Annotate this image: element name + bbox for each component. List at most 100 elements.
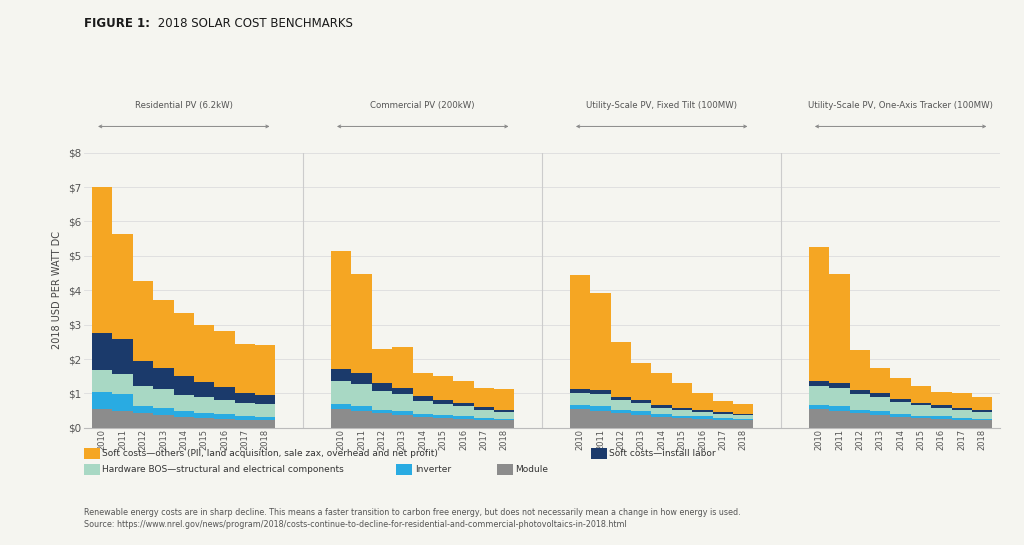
Bar <box>474 410 494 417</box>
Bar <box>733 419 754 420</box>
Bar <box>351 406 372 410</box>
Bar <box>951 410 972 418</box>
Bar <box>255 346 275 395</box>
Bar <box>713 412 733 414</box>
Bar <box>372 391 392 410</box>
Bar <box>733 404 754 414</box>
Text: Residential PV (6.2kW): Residential PV (6.2kW) <box>135 101 232 110</box>
Bar <box>234 393 255 403</box>
Bar <box>591 293 610 390</box>
Bar <box>672 416 692 418</box>
Bar <box>174 395 194 411</box>
Bar <box>651 417 672 428</box>
Bar <box>214 331 234 387</box>
Bar <box>850 394 870 410</box>
Y-axis label: 2018 USD PER WATT DC: 2018 USD PER WATT DC <box>52 231 62 349</box>
Bar <box>870 397 891 411</box>
Bar <box>591 390 610 395</box>
Text: Utility-Scale PV, One-Axis Tracker (100MW): Utility-Scale PV, One-Axis Tracker (100M… <box>808 101 993 110</box>
Bar <box>392 411 413 415</box>
Bar <box>474 417 494 420</box>
Bar <box>494 420 514 428</box>
Bar <box>972 419 992 420</box>
Bar <box>194 325 214 382</box>
Bar <box>651 405 672 408</box>
Bar <box>809 247 829 381</box>
Bar <box>494 389 514 410</box>
Bar <box>133 413 154 428</box>
Bar <box>234 344 255 393</box>
Bar <box>931 416 951 419</box>
Bar <box>154 300 174 368</box>
Bar <box>809 386 829 405</box>
Bar <box>372 383 392 391</box>
Bar <box>972 412 992 419</box>
Bar <box>454 407 474 416</box>
Bar <box>214 419 234 428</box>
Bar <box>331 409 351 428</box>
Bar <box>829 387 850 407</box>
Bar <box>631 411 651 415</box>
Bar <box>692 411 713 416</box>
Bar <box>733 414 754 415</box>
Bar <box>494 413 514 419</box>
Bar <box>610 342 631 397</box>
Text: Source: https://www.nrel.gov/news/program/2018/costs-continue-to-decline-for-res: Source: https://www.nrel.gov/news/progra… <box>84 520 627 530</box>
Bar <box>610 410 631 413</box>
Bar <box>951 418 972 420</box>
Bar <box>891 378 910 399</box>
Bar <box>931 408 951 416</box>
Bar <box>570 409 591 428</box>
Bar <box>692 416 713 419</box>
Bar <box>392 388 413 394</box>
Bar <box>234 403 255 416</box>
Bar <box>331 370 351 382</box>
Bar <box>891 399 910 402</box>
Bar <box>692 410 713 411</box>
Bar <box>951 393 972 408</box>
Bar <box>672 383 692 408</box>
Bar <box>733 420 754 428</box>
Bar <box>174 376 194 395</box>
Text: Module: Module <box>515 465 548 474</box>
Bar <box>255 404 275 417</box>
Text: Utility-Scale PV, Fixed Tilt (100MW): Utility-Scale PV, Fixed Tilt (100MW) <box>586 101 737 110</box>
Bar <box>255 395 275 404</box>
Bar <box>672 418 692 428</box>
Bar <box>433 399 454 404</box>
Bar <box>850 410 870 413</box>
Bar <box>850 350 870 390</box>
Bar <box>92 392 113 409</box>
Bar <box>870 411 891 415</box>
Bar <box>651 414 672 417</box>
Bar <box>113 410 133 428</box>
Bar <box>474 407 494 410</box>
Bar <box>870 368 891 393</box>
Bar <box>454 416 474 419</box>
Bar <box>372 413 392 428</box>
Bar <box>891 417 910 428</box>
Bar <box>809 409 829 428</box>
Bar <box>351 274 372 373</box>
Bar <box>392 415 413 428</box>
Bar <box>113 234 133 340</box>
Bar <box>92 409 113 428</box>
Bar <box>194 413 214 418</box>
Bar <box>713 418 733 420</box>
Bar <box>631 364 651 399</box>
Bar <box>433 415 454 418</box>
Bar <box>610 413 631 428</box>
Bar <box>413 414 433 417</box>
Bar <box>631 403 651 411</box>
Bar <box>829 383 850 387</box>
Bar <box>433 404 454 415</box>
Bar <box>413 396 433 401</box>
Bar <box>413 401 433 414</box>
Bar <box>870 415 891 428</box>
Bar <box>651 373 672 405</box>
Bar <box>413 417 433 428</box>
Bar <box>413 373 433 396</box>
Bar <box>454 403 474 407</box>
Bar <box>392 394 413 411</box>
Bar <box>931 419 951 428</box>
